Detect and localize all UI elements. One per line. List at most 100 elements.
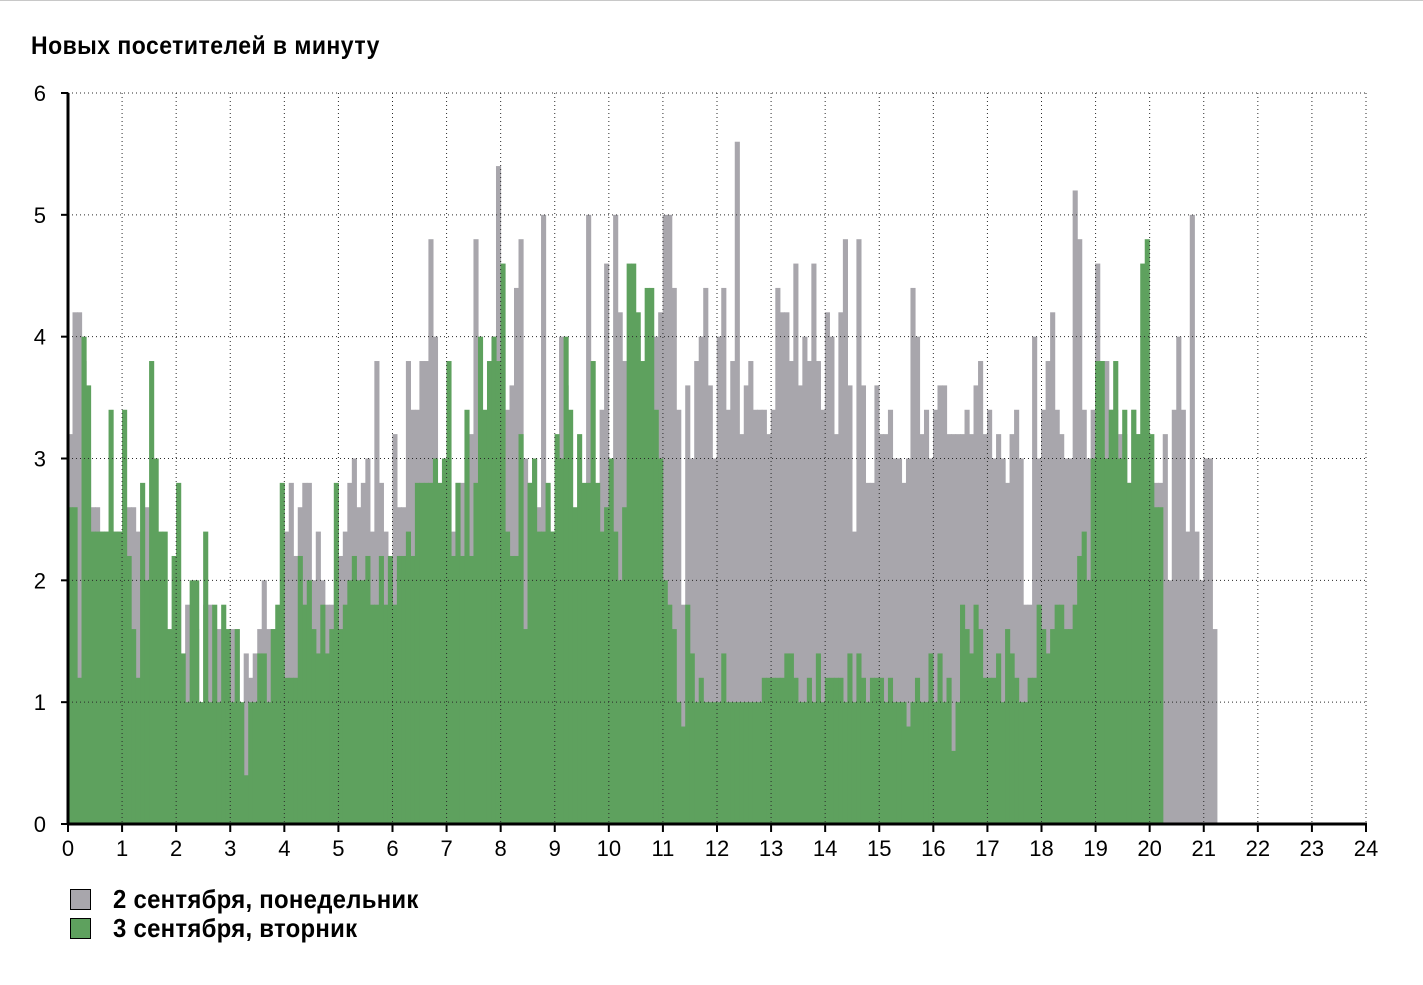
x-tick-label: 10 [597,836,621,861]
bar-series-2 [1140,263,1146,824]
bar-series-2 [748,702,754,824]
bar-series-1 [811,263,817,824]
bar-series-1 [743,385,749,824]
bar-series-2 [1095,361,1101,824]
bar-series-1 [1203,458,1209,824]
x-tick-label: 23 [1300,836,1324,861]
bar-series-2 [671,629,677,824]
bar-series-2 [221,604,227,824]
bar-series-1 [1009,434,1015,824]
bar-series-2 [797,702,803,824]
bar-series-2 [527,482,533,824]
bar-series-2 [604,507,610,824]
bar-series-2 [392,604,398,824]
bar-series-2 [793,677,799,824]
bar-series-2 [626,263,632,824]
bar-series-2 [104,531,110,824]
bar-series-2 [964,629,970,824]
bar-series-2 [581,482,587,824]
x-tick-label: 24 [1354,836,1378,861]
bar-series-2 [441,458,448,824]
legend: 2 сентября, понедельник 3 сентября, втор… [70,884,445,943]
bar-series-1 [514,287,520,824]
bar-series-1 [694,361,700,824]
bar-series-1 [667,214,673,824]
bar-series-1 [874,385,880,824]
bar-series-1 [1212,629,1218,824]
y-tick-label: 2 [34,568,46,593]
bar-series-2 [1077,555,1083,824]
bar-series-2 [176,482,182,824]
bar-series-1 [865,482,871,824]
bar-series-1 [797,385,803,824]
bar-series-2 [514,555,520,824]
bar-series-1 [725,409,731,824]
bar-series-2 [860,677,867,824]
bar-series-2 [468,555,475,824]
bar-series-2 [658,458,664,824]
bar-series-2 [1054,604,1060,824]
bar-series-2 [874,677,880,824]
bar-series-2 [622,507,628,824]
bar-series-2 [991,677,997,824]
bar-series-2 [1108,409,1114,824]
bar-series-2 [459,555,466,824]
bar-series-2 [969,653,975,824]
bar-series-2 [739,702,745,824]
x-tick-label: 7 [440,836,452,861]
bar-series-2 [518,434,524,824]
bar-series-2 [230,702,236,824]
bar-series-2 [937,653,943,824]
bar-series-2 [1005,629,1011,824]
bar-series-1 [770,409,776,824]
bar-series-2 [369,604,375,824]
bar-series-2 [878,677,885,824]
bar-series-2 [802,702,808,824]
bar-series-2 [847,653,853,824]
top-border [0,0,1423,1]
bar-series-2 [676,702,682,824]
bar-series-1 [712,458,718,824]
x-tick-label: 9 [549,836,561,861]
bar-series-1 [766,434,772,824]
bar-series-1 [243,653,249,824]
bar-series-2 [811,702,817,824]
y-tick-label: 0 [34,812,46,837]
bar-series-2 [257,653,263,824]
bar-series-1 [964,409,970,824]
bar-series-2 [838,677,844,824]
bar-series-2 [1117,458,1123,824]
bar-series-1 [951,434,957,824]
bar-series-2 [212,604,218,824]
bar-series-2 [1158,507,1164,824]
bar-series-1 [734,141,740,825]
bar-series-1 [860,385,867,824]
bar-series-1 [942,385,948,824]
x-tick-label: 20 [1137,836,1161,861]
bar-series-2 [1059,604,1065,824]
bar-series-2 [716,702,722,824]
bar-series-2 [374,604,380,824]
x-tick-label: 12 [705,836,729,861]
x-tick-label: 21 [1192,836,1216,861]
bar-series-2 [743,702,749,824]
bar-series-2 [662,580,668,824]
bar-series-1 [541,214,547,824]
legend-item-monday: 2 сентября, понедельник [70,884,445,914]
bar-series-2 [1023,702,1029,824]
bar-series-1 [1189,214,1195,824]
bar-series-2 [1099,361,1105,824]
bar-series-2 [329,629,335,824]
bar-series-2 [243,775,249,824]
bar-series-2 [761,677,767,824]
chart-title: Новых посетителей в минуту [31,32,380,60]
bar-series-2 [158,531,164,824]
bar-series-1 [833,434,839,824]
bar-series-1 [703,287,709,824]
bar-series-2 [734,702,740,824]
bar-series-1 [1072,190,1078,825]
bar-series-2 [572,507,578,824]
bar-series-2 [1041,629,1047,824]
bar-series-1 [1207,458,1213,824]
bar-series-2 [428,482,434,824]
